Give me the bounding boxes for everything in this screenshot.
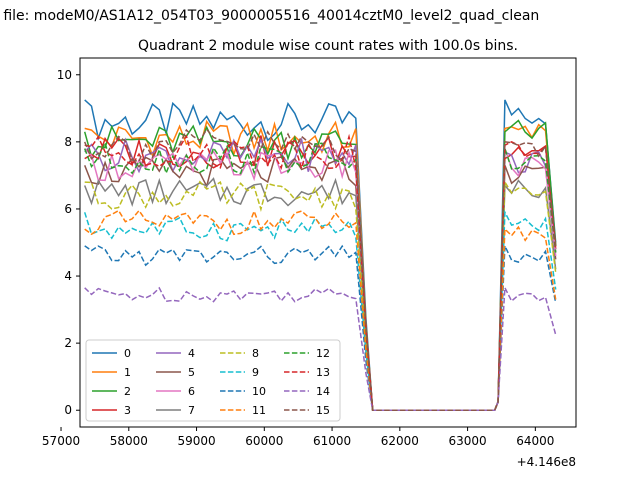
y-tick-label: 4 xyxy=(64,269,72,283)
series-layer xyxy=(83,99,557,411)
legend-label-6: 6 xyxy=(188,385,195,398)
x-tick-label: 63000 xyxy=(448,434,486,448)
x-tick-label: 59000 xyxy=(177,434,215,448)
legend-label-11: 11 xyxy=(252,404,266,417)
x-tick-label: 57000 xyxy=(42,434,80,448)
x-tick-label: 62000 xyxy=(381,434,419,448)
legend-label-12: 12 xyxy=(316,347,330,360)
legend-label-2: 2 xyxy=(124,385,131,398)
y-axis: 0 2 4 6 8 10 xyxy=(57,68,80,417)
legend-label-9: 9 xyxy=(252,366,259,379)
legend-label-3: 3 xyxy=(124,404,131,417)
legend-frame xyxy=(85,339,341,422)
x-offset-label: +4.146e8 xyxy=(517,455,576,469)
series-line-8 xyxy=(84,179,557,411)
legend-label-14: 14 xyxy=(316,385,330,398)
legend-label-7: 7 xyxy=(188,404,195,417)
y-tick-label: 8 xyxy=(64,135,72,149)
x-tick-label: 60000 xyxy=(245,434,283,448)
legend-label-1: 1 xyxy=(124,366,131,379)
y-tick-label: 0 xyxy=(64,403,72,417)
chart-title: Quadrant 2 module wise count rates with … xyxy=(138,38,518,54)
y-tick-label: 6 xyxy=(64,202,72,216)
legend-label-4: 4 xyxy=(188,347,195,360)
x-tick-label: 58000 xyxy=(110,434,148,448)
x-axis: 57000 58000 59000 60000 61000 62000 63000 64000 xyxy=(42,427,554,448)
plot-frame xyxy=(79,57,577,428)
legend-label-8: 8 xyxy=(252,347,259,360)
series-line-15 xyxy=(84,128,557,411)
y-tick-label: 2 xyxy=(64,336,72,350)
x-tick-label: 61000 xyxy=(313,434,351,448)
series-line-14 xyxy=(84,284,557,411)
legend-label-0: 0 xyxy=(124,347,131,360)
legend-label-10: 10 xyxy=(252,385,266,398)
legend-label-13: 13 xyxy=(316,366,330,379)
x-tick-label: 64000 xyxy=(516,434,554,448)
legend-label-5: 5 xyxy=(188,366,195,379)
y-tick-label: 10 xyxy=(57,68,72,82)
figure-title: n file: modeM0/AS1A12_054T03_9000005516_… xyxy=(0,8,539,24)
legend-label-15: 15 xyxy=(316,404,330,417)
